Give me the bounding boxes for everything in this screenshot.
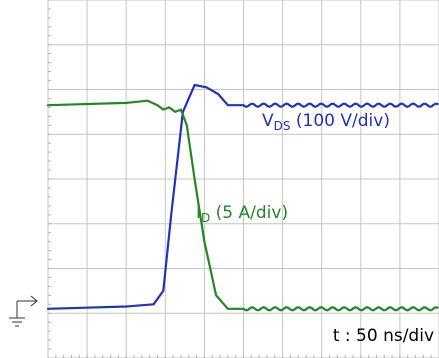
vds-label: VDS (100 V/div) — [262, 111, 390, 133]
id-label: ID (5 A/div) — [196, 203, 288, 225]
traces — [46, 83, 439, 312]
time-scale-label: t : 50 ns/div — [333, 326, 434, 346]
ground-reference-arrow — [9, 295, 38, 327]
grid — [47, 0, 439, 358]
vds-trace — [46, 83, 439, 310]
id-trace — [46, 99, 439, 312]
